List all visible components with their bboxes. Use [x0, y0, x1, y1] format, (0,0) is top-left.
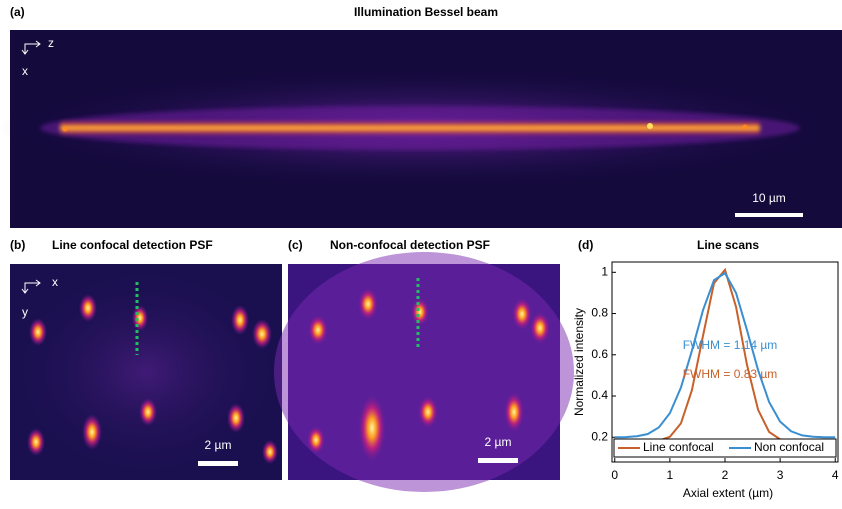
annotation: FWHM = 0.83 µm: [683, 367, 778, 381]
scale-bar-label: 2 µm: [205, 438, 232, 452]
annotation: FWHM = 1.14 µm: [683, 338, 778, 352]
panel-label: (d): [578, 238, 593, 252]
scale-bar: [478, 458, 518, 463]
y-axis-label: Normalized intensity: [572, 308, 586, 416]
legend-label: Non confocal: [754, 440, 824, 454]
scale-bar: [735, 213, 803, 217]
scale-bar-label: 2 µm: [485, 435, 512, 449]
line: [614, 271, 836, 439]
axis-label: x: [22, 64, 28, 78]
axis-label: x: [52, 275, 58, 289]
scale-bar: [198, 461, 238, 466]
y-tick-label: 0.4: [591, 388, 608, 402]
axis-indicator: [21, 40, 41, 55]
axis-label: y: [22, 305, 28, 319]
panel-label: (a): [10, 5, 25, 19]
legend-box: [613, 438, 837, 458]
chart-title: Line scans: [697, 238, 759, 252]
x-tick-label: 3: [777, 468, 784, 482]
bessel-image: [0, 30, 842, 228]
psf-image: [274, 252, 574, 492]
legend-label: Line confocal: [643, 440, 714, 454]
y-tick-label: 0.2: [591, 429, 608, 443]
y-tick-label: 0.8: [591, 306, 608, 320]
panel-title: Illumination Bessel beam: [354, 5, 498, 19]
axis-indicator: [21, 279, 41, 294]
y-tick-label: 0.6: [591, 347, 608, 361]
panel-title: Line confocal detection PSF: [52, 238, 213, 252]
x-axis-label: Axial extent (µm): [683, 486, 773, 500]
panel-label: (b): [10, 238, 25, 252]
x-tick-label: 2: [722, 468, 729, 482]
panel-title: Non-confocal detection PSF: [330, 238, 490, 252]
plot-frame: [611, 261, 839, 463]
axis-label: z: [48, 36, 54, 50]
panel-label: (c): [288, 238, 303, 252]
x-tick-label: 0: [611, 468, 618, 482]
y-tick-label: 1: [601, 264, 608, 278]
line: [614, 267, 836, 443]
psf-image: [6, 262, 286, 482]
scale-bar-label: 10 µm: [752, 191, 786, 205]
x-tick-label: 4: [832, 468, 839, 482]
x-tick-label: 1: [667, 468, 674, 482]
